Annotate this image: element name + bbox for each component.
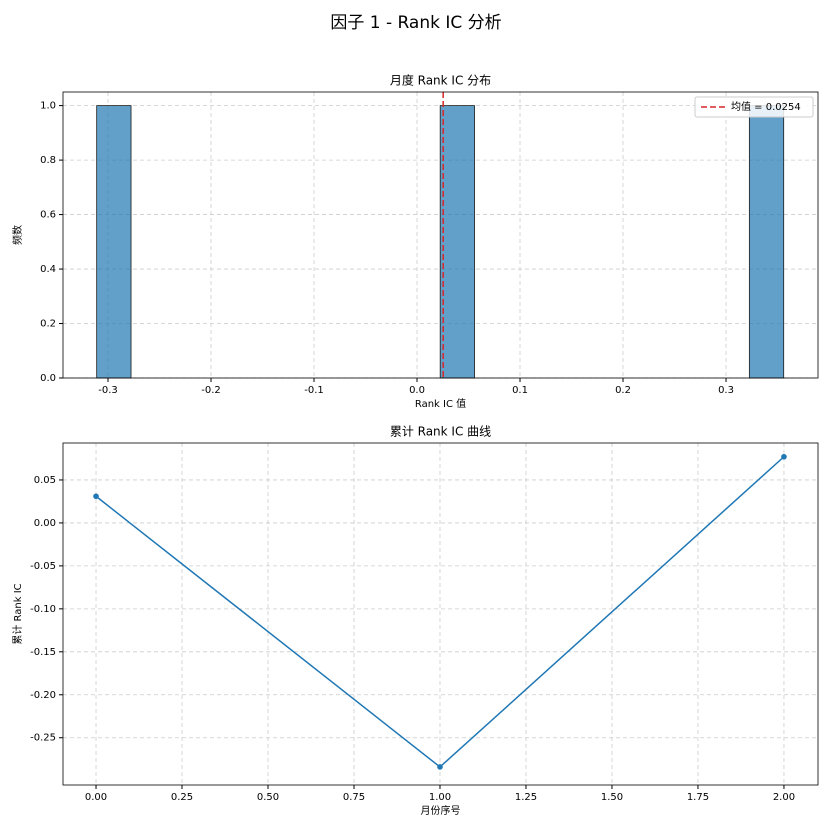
x-tick-label: 0.3 [718,385,734,396]
x-tick-label: -0.2 [201,385,221,396]
y-tick-label: 0.2 [40,319,56,330]
x-tick-label: 0.25 [171,792,193,803]
y-tick-label: 0.05 [34,475,56,486]
y-tick-label: 0.0 [40,373,56,384]
y-tick-label: -0.10 [30,604,56,615]
y-tick-label: 1.0 [40,101,56,112]
x-tick-label: 1.50 [601,792,623,803]
bar [748,105,785,379]
x-tick-label: 1.25 [515,792,537,803]
figure-title: 因子 1 - Rank IC 分析 [330,13,501,33]
y-tick-label: 0.8 [40,155,56,166]
y-tick-label: -0.05 [30,561,56,572]
x-tick-label: -0.3 [98,385,118,396]
axes-frame [62,442,819,786]
x-tick-label: 1.75 [687,792,709,803]
marker [93,493,99,500]
axes-frame [62,91,819,379]
y-tick-label: -0.25 [30,733,56,744]
legend-box [694,96,814,118]
x-axis-label: Rank IC 值 [415,397,466,410]
x-tick-label: 0.75 [343,792,365,803]
y-axis-label: 累计 Rank IC [11,583,24,644]
x-tick-label: 0.2 [615,385,631,396]
x-tick-label: 0.1 [512,385,528,396]
x-tick-label: 1.00 [429,792,451,803]
bar [96,105,132,379]
x-tick-label: -0.1 [304,385,324,396]
y-tick-label: -0.15 [30,647,56,658]
y-tick-label: 0.00 [34,518,56,529]
x-axis-label: 月份序号 [421,804,461,817]
legend-label: 均值 = 0.0254 [731,100,801,113]
y-tick-label: 0.4 [40,264,56,275]
axes-title: 月度 Rank IC 分布 [390,73,491,88]
y-tick-label: -0.20 [30,690,56,701]
marker [781,453,787,460]
axes-title: 累计 Rank IC 曲线 [390,425,491,439]
y-tick-label: 0.6 [40,210,56,221]
x-tick-label: 0.0 [409,385,425,396]
y-axis-label: 频数 [11,225,24,245]
marker [437,764,443,770]
x-tick-label: 0.50 [257,792,279,803]
x-tick-label: 0.00 [85,792,107,803]
bar [439,105,475,379]
x-tick-label: 2.00 [773,792,795,803]
